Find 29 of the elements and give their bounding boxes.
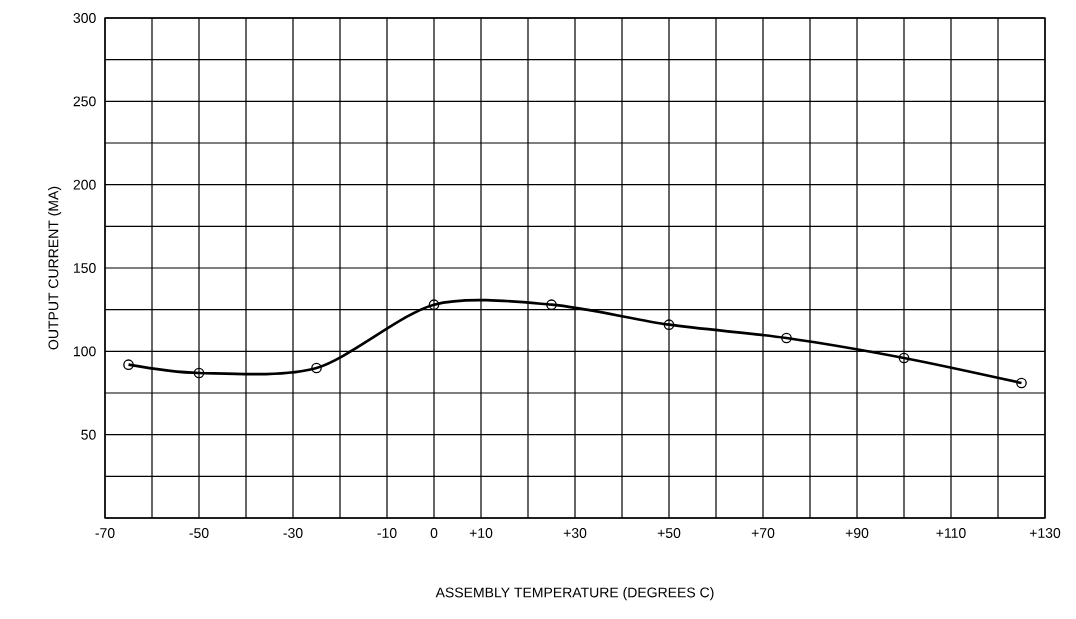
y-tick-label: 300	[73, 13, 96, 23]
x-axis-title: ASSEMBLY TEMPERATURE (DEGREES C)	[435, 587, 714, 601]
point	[193, 367, 205, 379]
x-tick-label: -30	[283, 528, 303, 538]
x-tick-label: +10	[469, 528, 493, 538]
point	[546, 299, 557, 310]
x-tick-label: +70	[751, 528, 775, 538]
y-tick-label: 50	[81, 429, 96, 440]
x-tick-label: -70	[95, 528, 115, 538]
x-tick-label: -50	[189, 528, 209, 538]
x-tick-label: 0	[430, 528, 438, 538]
point	[428, 299, 440, 310]
point	[781, 332, 792, 344]
x-tick-label: +130	[1029, 528, 1061, 538]
point	[311, 362, 322, 374]
y-tick-label: 250	[73, 96, 96, 107]
point	[1016, 377, 1027, 389]
y-tick-label: 100	[74, 346, 96, 357]
x-tick-label: +50	[657, 528, 681, 538]
y-tick-label: 200	[73, 179, 96, 190]
y-tick-label: 150	[74, 263, 96, 273]
x-tick-label: +110	[936, 528, 966, 538]
x-tick-label: -10	[377, 528, 397, 538]
point	[123, 359, 134, 370]
x-tick-label: +90	[845, 528, 869, 538]
point	[663, 319, 675, 330]
x-tick-label: +30	[563, 528, 587, 538]
y-axis-title: OUTPUT CURRENT (MA)	[48, 186, 62, 350]
point	[898, 352, 910, 364]
